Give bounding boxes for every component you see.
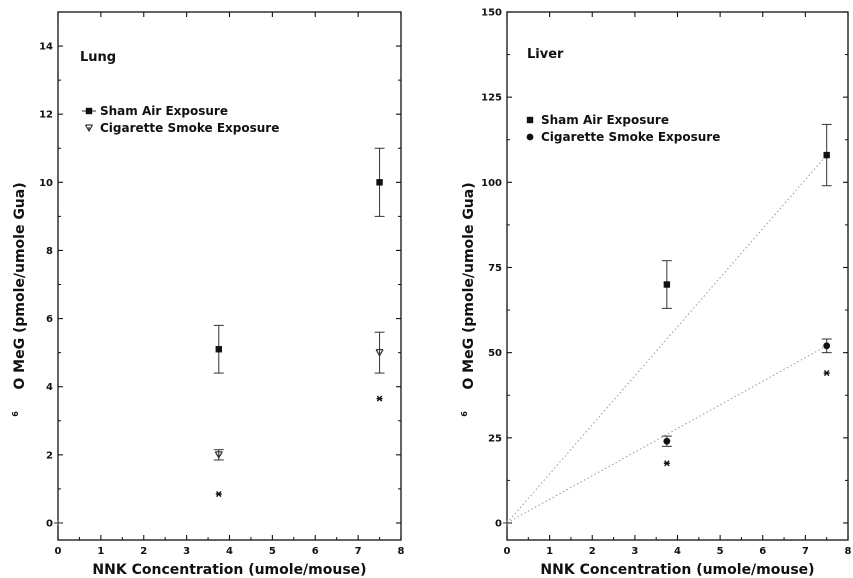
y-axis-superscript-liver: 6 xyxy=(460,411,469,417)
y-tick-label-liver: 0 xyxy=(495,518,502,529)
y-tick-label-lung: 12 xyxy=(39,110,53,121)
y-tick-label-liver: 100 xyxy=(481,178,502,189)
y-tick-label-lung: 2 xyxy=(46,450,53,461)
data-point-liver-s2-1 xyxy=(823,370,830,377)
x-axis-title-lung: NNK Concentration (umole/mouse) xyxy=(92,562,366,578)
legend-marker-liver-1 xyxy=(526,133,534,141)
legend-label-liver-1: Cigarette Smoke Exposure xyxy=(541,130,720,144)
y-tick-label-lung: 14 xyxy=(39,42,53,53)
x-tick-label-liver: 5 xyxy=(717,546,724,557)
plot-frame-lung xyxy=(57,11,402,541)
legend-label-liver-0: Sham Air Exposure xyxy=(541,113,669,127)
legend-label-lung-0: Sham Air Exposure xyxy=(100,104,228,118)
x-tick-label-liver: 6 xyxy=(759,546,766,557)
data-point-liver-s2-0 xyxy=(663,460,670,467)
data-point-lung-s2-0-d2 xyxy=(216,490,222,498)
y-tick-label-liver: 150 xyxy=(481,8,502,19)
x-tick-label-liver: 8 xyxy=(845,546,852,557)
data-point-liver-s2-1-d2 xyxy=(823,370,830,377)
data-point-lung-s1-1 xyxy=(214,451,223,459)
data-point-liver-s1-2 xyxy=(823,342,831,350)
legend-label-lung-1: Cigarette Smoke Exposure xyxy=(100,121,279,135)
data-point-origin-liver xyxy=(503,519,511,526)
y-tick-label-lung: 0 xyxy=(46,518,53,529)
x-tick-label-liver: 3 xyxy=(631,546,638,557)
data-point-lung-s2-1 xyxy=(376,395,383,402)
y-tick-label-lung: 10 xyxy=(39,178,53,189)
x-tick-label-lung: 7 xyxy=(355,546,362,557)
y-tick-label-lung: 4 xyxy=(46,382,53,393)
x-tick-label-lung: 1 xyxy=(97,546,104,557)
panel-title-liver: Liver xyxy=(527,47,564,62)
x-axis-title-liver: NNK Concentration (umole/mouse) xyxy=(540,562,814,578)
data-point-liver-s2-0-d2 xyxy=(664,460,670,467)
data-point-origin-lung xyxy=(54,519,62,526)
x-tick-label-lung: 4 xyxy=(226,546,233,557)
x-tick-label-lung: 6 xyxy=(312,546,319,557)
legend-marker-liver-0 xyxy=(526,116,534,124)
y-tick-label-lung: 8 xyxy=(46,246,53,257)
chart-liver: 0 1 2 3 4 5 6 7 8 0 25 50 75 100 125 150 NNK Concentrati… xyxy=(460,8,852,578)
x-tick-label-lung: 5 xyxy=(269,546,276,557)
y-axis-title-liver: O MeG (pmole/umole Gua) xyxy=(461,182,477,389)
x-tick-label-lung: 0 xyxy=(55,546,62,557)
data-point-lung-s1-2 xyxy=(375,349,384,357)
data-point-liver-s0-2 xyxy=(823,151,830,159)
data-point-lung-s0-1 xyxy=(215,346,222,353)
x-tick-label-liver: 7 xyxy=(802,546,809,557)
x-tick-label-liver: 2 xyxy=(589,546,596,557)
x-tick-label-lung: 2 xyxy=(140,546,147,557)
fit-line-liver-1 xyxy=(506,345,827,524)
x-tick-label-lung: 8 xyxy=(398,546,405,557)
data-point-lung-s2-1-d2 xyxy=(376,395,383,402)
plot-frame-liver xyxy=(506,11,849,541)
x-tick-label-lung: 3 xyxy=(183,546,190,557)
y-axis-title-lung: O MeG (pmole/umole Gua) xyxy=(12,182,28,389)
data-point-lung-s2-0 xyxy=(215,490,222,498)
panel-title-lung: Lung xyxy=(80,50,116,65)
x-tick-label-liver: 4 xyxy=(674,546,681,557)
y-tick-label-liver: 50 xyxy=(488,348,502,359)
data-point-liver-s0-1 xyxy=(663,281,671,288)
x-tick-label-liver: 0 xyxy=(504,546,511,557)
y-tick-label-liver: 75 xyxy=(488,263,502,274)
y-tick-label-liver: 125 xyxy=(481,93,502,104)
fit-line-liver-0 xyxy=(506,154,828,524)
y-axis-superscript-lung: 6 xyxy=(11,411,20,417)
x-tick-label-liver: 1 xyxy=(546,546,553,557)
legend-marker-lung-1 xyxy=(84,124,94,132)
y-tick-label-lung: 6 xyxy=(46,314,53,325)
data-point-liver-s1-1 xyxy=(663,437,671,445)
legend-marker-lung-0 xyxy=(85,107,93,115)
data-point-lung-s0-2 xyxy=(376,179,383,186)
y-tick-label-liver: 25 xyxy=(488,433,502,444)
